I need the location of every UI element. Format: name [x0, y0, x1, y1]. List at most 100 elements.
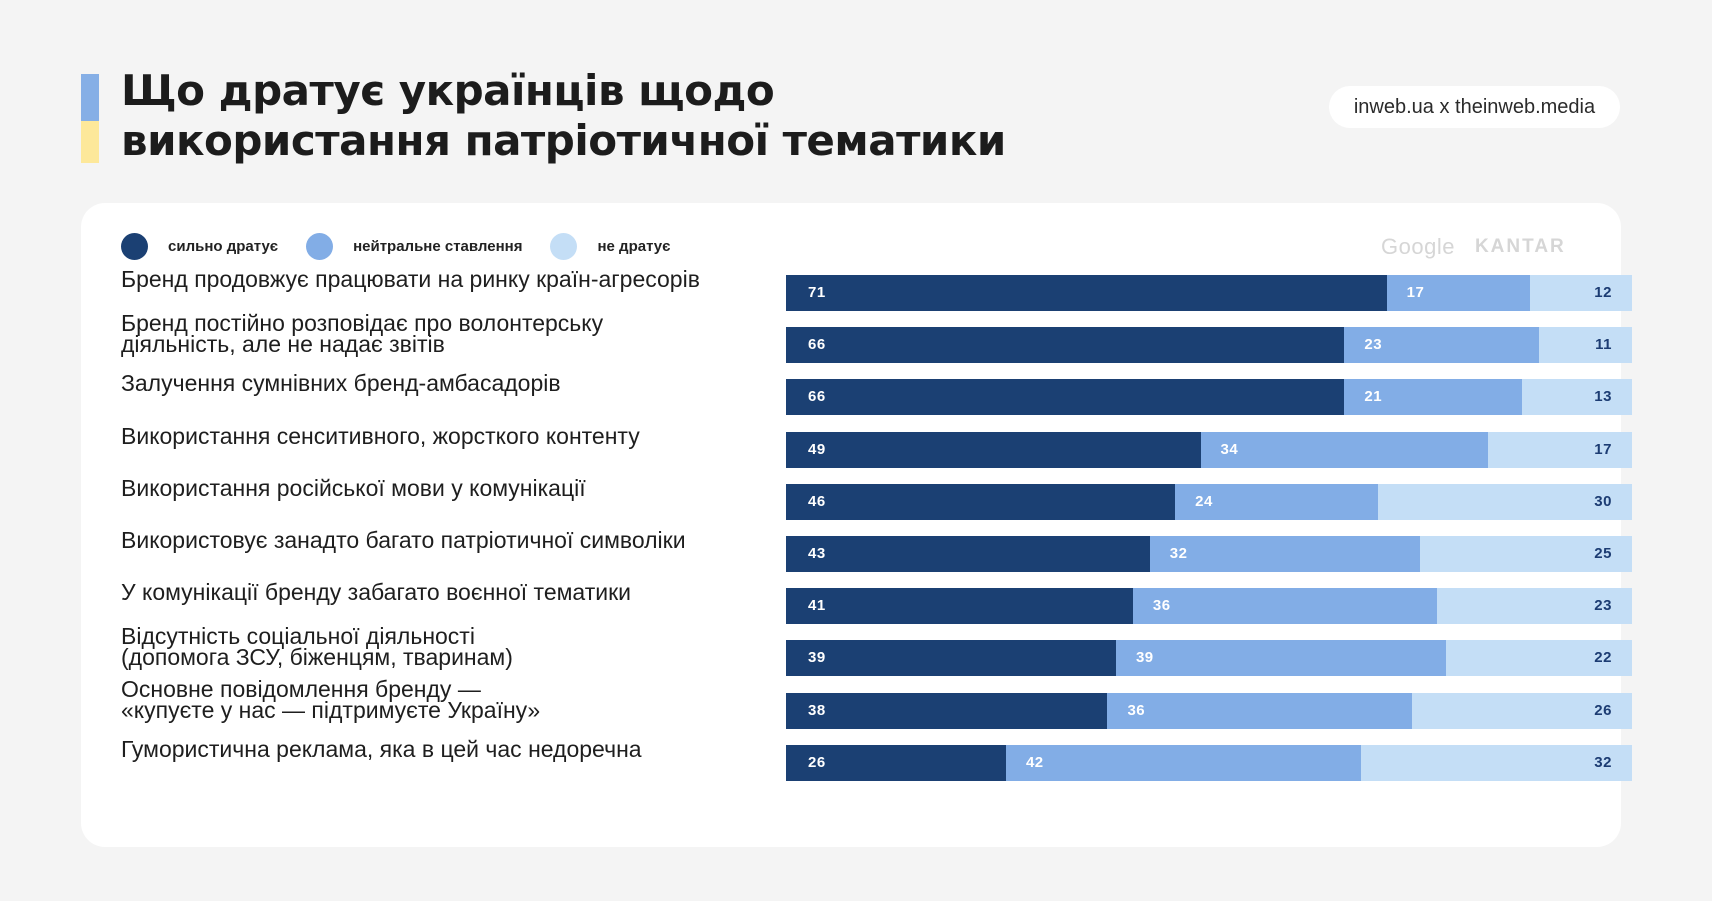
chart-row: Залучення сумнівних бренд-амбасадорів 66 2…: [81, 372, 1632, 416]
chart-row: Використання сенситивного, жорсткого кон…: [81, 424, 1632, 468]
data-label-strong: 66: [808, 388, 826, 406]
bar-segment-strong: 39: [786, 640, 1116, 677]
chart-row: Використання російської мови у комунікац…: [81, 476, 1632, 520]
bar-segment-not: 30: [1378, 483, 1632, 520]
category-label-line: Гумористична реклама, яка в цей час недо…: [121, 735, 642, 762]
bar-segment-strong: 49: [786, 431, 1201, 468]
stacked-bar: 46 24 30: [786, 483, 1632, 520]
stacked-bar: 41 36 23: [786, 588, 1632, 625]
category-label-line: Бренд продовжує працювати на ринку країн…: [121, 266, 700, 292]
category-label: Бренд постійно розповідає про волонтерсь…: [121, 310, 801, 356]
data-label-not: 23: [1594, 597, 1612, 615]
category-label-line: (допомога ЗСУ, біженцям, тваринам): [121, 644, 513, 671]
data-label-not: 32: [1594, 753, 1612, 771]
bar-segment-not: 22: [1445, 640, 1632, 677]
bar-segment-neutral: 42: [1005, 744, 1362, 781]
data-label-neutral: 42: [1025, 753, 1044, 771]
stacked-bar: 66 23 11: [786, 327, 1632, 364]
category-label-line: Використання сенситивного, жорсткого кон…: [121, 422, 640, 449]
legend-item-neutral: нейтральне ставлення: [306, 232, 523, 260]
bar-segment-strong: 41: [786, 588, 1133, 625]
category-label: Використання російської мови у комунікац…: [121, 474, 801, 501]
bar-segment-neutral: 21: [1344, 379, 1523, 416]
category-label: Відсутність соціальної діяльності (допомо…: [121, 625, 801, 671]
data-label-strong: 66: [808, 336, 826, 354]
bar-segment-neutral: 32: [1149, 536, 1421, 572]
stacked-bar: 71 17 12: [786, 275, 1632, 311]
chart-row: Бренд продовжує працювати на ринку країн…: [81, 268, 1632, 311]
legend-swatch-neutral: [306, 232, 334, 260]
page-title-line-1: Що дратує українців щодо: [121, 66, 775, 115]
bar-segment-not: 32: [1361, 744, 1632, 781]
data-label-strong: 26: [808, 753, 826, 771]
chart-row: Гумористична реклама, яка в цей час недо…: [81, 737, 1632, 781]
data-label-strong: 41: [808, 597, 826, 615]
title-accent-yellow: [81, 121, 99, 163]
data-label-not: 11: [1595, 336, 1612, 354]
kantar-logo: KANTAR: [1474, 236, 1566, 257]
category-label: Використовує занадто багато патріотичної…: [121, 527, 801, 553]
bar-segment-strong: 38: [786, 692, 1108, 729]
stacked-bar: 38 36 26: [786, 692, 1632, 729]
data-label-strong: 39: [808, 649, 826, 667]
bar-segment-not: 11: [1538, 327, 1632, 364]
data-label-neutral: 17: [1406, 284, 1425, 301]
data-label-neutral: 36: [1152, 597, 1171, 615]
category-label-line: У комунікації бренду забагато воєнної те…: [121, 579, 632, 606]
bar-segment-neutral: 24: [1175, 483, 1379, 520]
category-label-line: Залучення сумнівних бренд-амбасадорів: [121, 370, 561, 397]
chart-row: Основне повідомлення бренду — «купуєте у …: [81, 677, 1632, 729]
category-label-line: Використання російської мови у комунікац…: [121, 474, 586, 501]
data-label-neutral: 34: [1220, 440, 1239, 458]
data-label-neutral: 24: [1195, 492, 1213, 510]
bar-segment-neutral: 39: [1115, 640, 1446, 677]
category-label-line: Бренд постійно розповідає про волонтерсь…: [121, 310, 604, 337]
bar-segment-not: 17: [1488, 431, 1632, 468]
category-label-line: Використовує занадто багато патріотичної…: [121, 527, 686, 553]
legend-label-neutral: нейтральне ставлення: [353, 237, 523, 255]
data-label-not: 17: [1594, 440, 1612, 458]
legend-swatch-not: [550, 232, 578, 260]
bar-segment-neutral: 34: [1200, 431, 1489, 468]
page-title-line-2: використання патріотичної тематики: [121, 116, 1006, 165]
category-label-line: «купуєте у нас — підтримуєте Україну»: [121, 696, 541, 723]
data-label-neutral: 21: [1364, 388, 1383, 406]
category-label: Бренд продовжує працювати на ринку країн…: [121, 266, 801, 292]
stacked-bar: 39 39 22: [786, 640, 1632, 677]
chart-row: Бренд постійно розповідає про волонтерсь…: [81, 312, 1632, 364]
legend-item-strong: сильно дратує: [121, 232, 279, 260]
data-label-strong: 43: [808, 545, 826, 562]
bar-segment-not: 25: [1420, 536, 1632, 572]
category-label-line: Основне повідомлення бренду —: [121, 675, 481, 702]
legend-item-not: не дратує: [550, 232, 671, 260]
data-label-not: 12: [1594, 284, 1612, 301]
source-badge: inweb.ua x theinweb.media: [1329, 86, 1620, 128]
stacked-bar: 49 34 17: [786, 431, 1632, 468]
legend-swatch-strong: [121, 232, 148, 260]
data-label-neutral: 32: [1169, 545, 1188, 562]
chart-card: сильно дратує нейтральне ставлення не драт…: [81, 203, 1632, 847]
stacked-bar: 66 21 13: [786, 379, 1632, 416]
data-label-neutral: 23: [1364, 336, 1383, 354]
data-label-not: 22: [1594, 649, 1612, 667]
partner-logos: Google KANTAR: [1381, 234, 1566, 260]
data-label-not: 26: [1594, 701, 1612, 719]
chart-legend: сильно дратує нейтральне ставлення не драт…: [121, 231, 698, 261]
legend-label-strong: сильно дратує: [168, 237, 279, 255]
bar-segment-strong: 43: [786, 536, 1150, 572]
category-label: Гумористична реклама, яка в цей час недо…: [121, 735, 801, 762]
data-label-strong: 49: [808, 440, 826, 458]
bar-segment-neutral: 36: [1107, 692, 1413, 729]
data-label-strong: 38: [808, 701, 826, 719]
bar-segment-neutral: 36: [1132, 588, 1438, 625]
data-label-not: 25: [1594, 545, 1612, 562]
google-logo: Google: [1381, 234, 1455, 259]
legend-label-not: не дратує: [597, 237, 671, 255]
bar-segment-not: 13: [1522, 379, 1632, 416]
bar-segment-strong: 66: [786, 327, 1345, 364]
data-label-strong: 71: [808, 284, 826, 301]
data-label-neutral: 39: [1135, 649, 1154, 667]
data-label-strong: 46: [808, 492, 826, 510]
page-title: Що дратує українців щодо використання па…: [121, 66, 1006, 166]
bar-segment-neutral: 17: [1386, 275, 1531, 311]
